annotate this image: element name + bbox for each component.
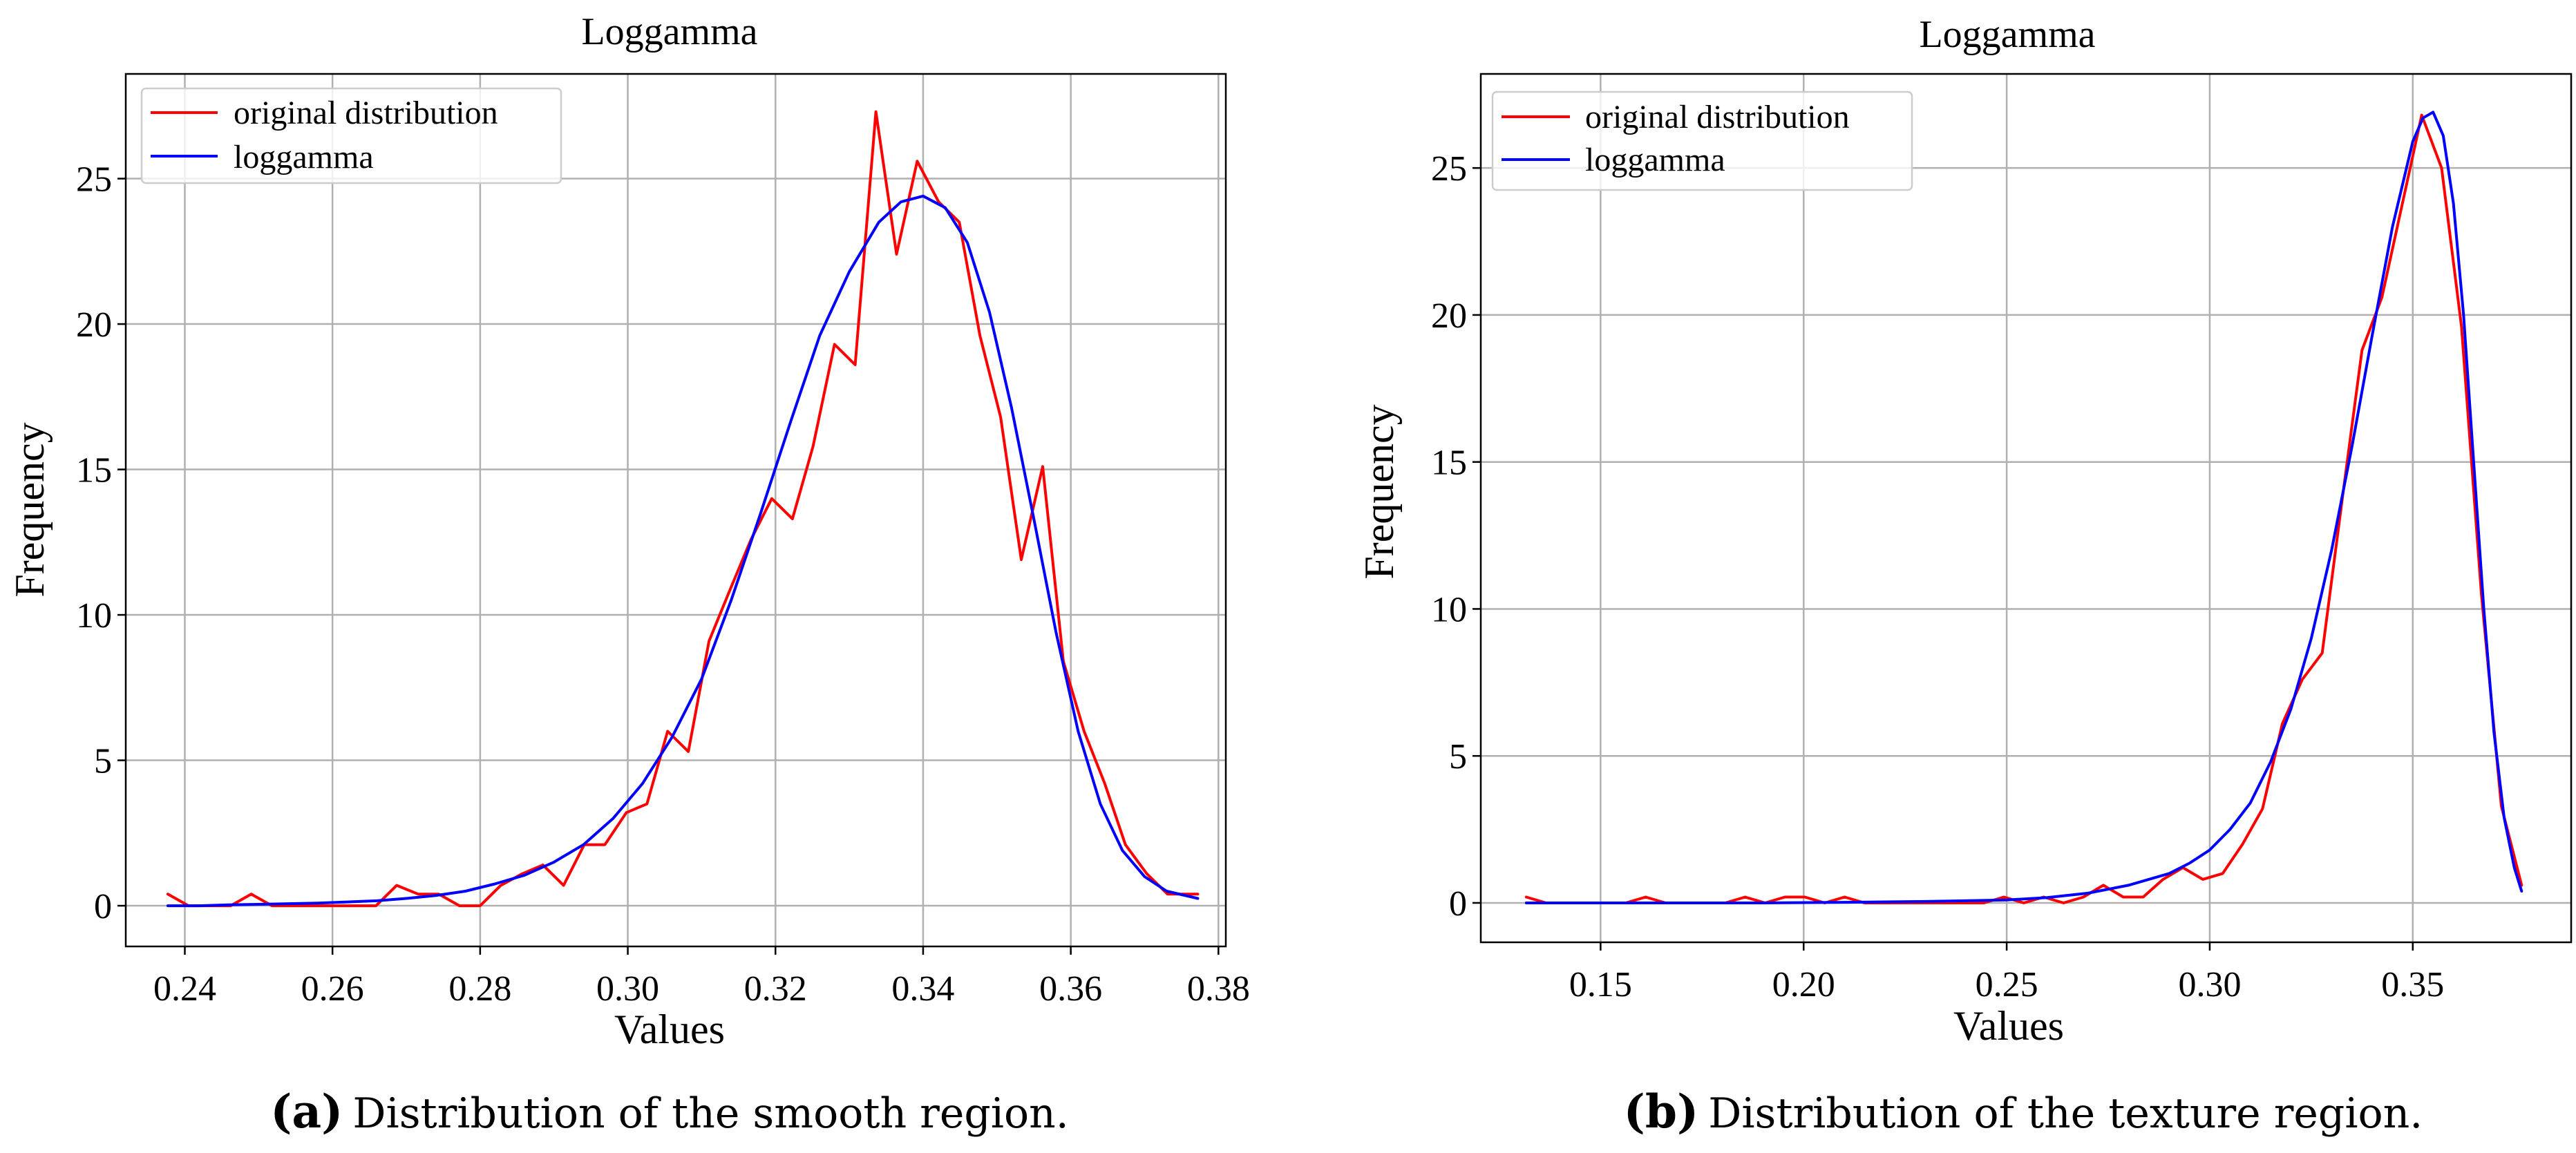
x-axis-label: Values [614,1007,725,1052]
chart-panel-smooth-region: Loggamma 0.24 0.26 0.28 0.30 0.32 0.34 0.36 0.3… [7,10,1250,1138]
caption: (b) Distribution of the texture region. [1624,1085,2423,1138]
plot-frame [1479,73,2573,944]
x-tick-label: 0.15 [1569,965,1632,1004]
x-tick-label: 0.34 [891,969,954,1009]
y-tick-label: 0 [1449,884,1467,924]
y-tick-label: 25 [1431,149,1467,189]
x-tick-label: 0.38 [1187,969,1250,1009]
legend-box [1491,90,1913,191]
plot-frame [124,73,1227,948]
caption-label: (b) [1624,1085,1699,1138]
series-line-original-distribution [1524,113,2523,904]
x-tick-label: 0.35 [2381,965,2444,1004]
chart-title: Loggamma [581,10,757,53]
x-tick-label: 0.32 [744,969,807,1009]
legend: original distribution loggamma [1491,90,1913,191]
legend: original distribution loggamma [140,87,562,184]
caption-text: Distribution of the smooth region. [352,1089,1068,1138]
x-tick-label: 0.20 [1772,965,1835,1004]
y-tick-label: 15 [1431,444,1467,483]
series-line-loggamma [1524,111,2523,904]
legend-label-loggamma: loggamma [1585,142,1725,178]
y-tick-label: 5 [1449,737,1467,776]
y-tick-label: 10 [76,596,112,636]
caption-text: Distribution of the texture region. [1708,1089,2423,1138]
legend-box [140,87,562,184]
chart-title: Loggamma [1919,13,2095,56]
y-tick-label: 10 [1431,590,1467,629]
y-tick-label: 20 [76,305,112,345]
x-tick-label: 0.24 [153,969,216,1009]
series-line-original-distribution [166,110,1200,908]
y-tick-label: 20 [1431,296,1467,336]
series-line-loggamma [166,194,1200,908]
x-tick-label: 0.30 [596,969,659,1009]
caption-label: (a) [270,1085,343,1138]
legend-label-loggamma: loggamma [234,139,374,175]
x-tick-label: 0.26 [301,969,364,1009]
x-tick-label: 0.30 [2178,965,2241,1004]
chart-panel-texture-region: Loggamma 0.15 0.20 0.25 0.30 0.350510152025 … [1356,13,2573,1138]
legend-label-original-distribution: original distribution [1585,99,1850,135]
legend-label-original-distribution: original distribution [234,95,498,131]
x-tick-label: 0.25 [1976,965,2038,1004]
y-tick-label: 15 [76,451,112,490]
x-tick-label: 0.36 [1039,969,1102,1009]
y-tick-label: 5 [94,742,112,781]
x-tick-label: 0.28 [448,969,511,1009]
y-axis-label: Frequency [7,422,53,597]
y-axis-label: Frequency [1356,404,1402,579]
caption: (a) Distribution of the smooth region. [270,1085,1069,1138]
y-tick-label: 0 [94,887,112,926]
y-tick-label: 25 [76,160,112,200]
x-axis-label: Values [1953,1003,2064,1049]
